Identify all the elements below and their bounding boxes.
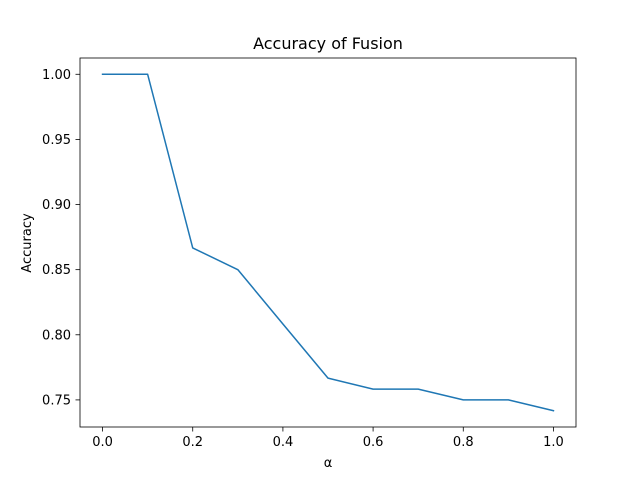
y-axis-label: Accuracy — [20, 213, 35, 273]
y-tick-label: 0.90 — [42, 198, 71, 213]
plot-area: 0.0 0.2 0.4 0.6 0.8 1.0 0.75 0.80 0.85 0.90 0.95 1.… — [42, 57, 577, 450]
x-axis-label: α — [324, 456, 333, 471]
x-tick-label: 0.4 — [273, 435, 294, 450]
y-tick-label: 0.75 — [42, 393, 71, 408]
x-tick-label: 0.2 — [182, 435, 203, 450]
y-tick-label: 0.80 — [42, 328, 71, 343]
y-tick-label: 0.85 — [42, 263, 71, 278]
x-tick-label: 1.0 — [543, 435, 564, 450]
x-tick-label: 0.6 — [363, 435, 384, 450]
y-tick-label: 0.95 — [42, 133, 71, 148]
series-line-0 — [101, 73, 555, 412]
y-tick-label: 1.00 — [42, 68, 71, 83]
x-tick-label: 0.0 — [92, 435, 113, 450]
chart-title: Accuracy of Fusion — [253, 34, 403, 53]
x-tick-label: 0.8 — [453, 435, 474, 450]
plot-frame — [79, 57, 577, 428]
